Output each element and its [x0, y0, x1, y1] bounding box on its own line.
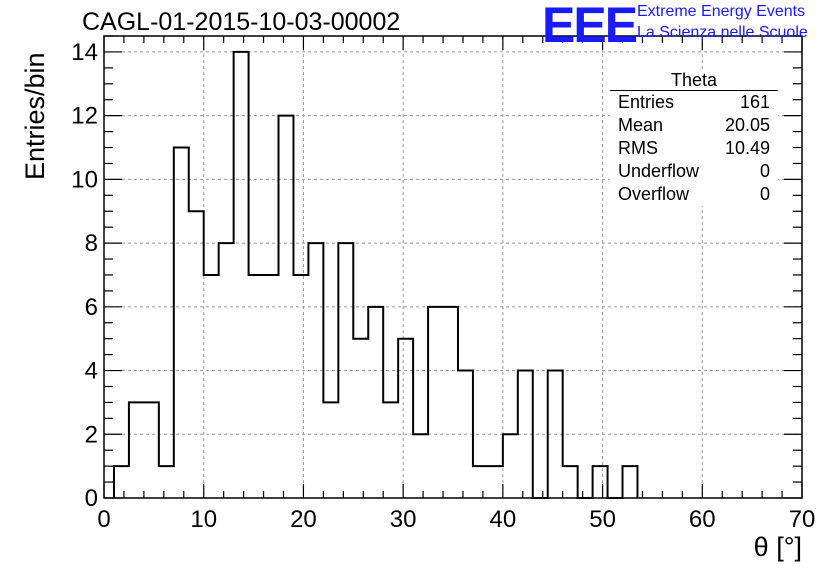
histogram-bin — [443, 307, 458, 498]
x-tick-label: 0 — [97, 506, 110, 533]
histogram-bin — [563, 466, 578, 498]
plot-frame — [103, 35, 803, 499]
histogram-bin — [114, 466, 129, 498]
y-tick-label: 0 — [85, 485, 98, 512]
stats-row-mean: Mean 20.05 — [610, 114, 778, 137]
histogram-bin — [413, 434, 428, 498]
histogram-bin — [249, 275, 264, 498]
histogram-bin — [174, 148, 189, 498]
stats-row-overflow: Overflow 0 — [610, 183, 778, 206]
x-tick-label: 40 — [490, 506, 517, 533]
stats-value: 0 — [759, 184, 770, 204]
histogram-bin — [234, 52, 249, 498]
logo-line-1: Extreme Energy Events — [637, 3, 806, 20]
logo-line-2: La Scienza nelle Scuole — [637, 24, 808, 41]
stats-label: Overflow — [618, 184, 690, 204]
histogram-bin — [189, 211, 204, 498]
eee-logo: EEE — [542, 0, 638, 53]
histogram-bin — [488, 466, 503, 498]
y-tick-label: 14 — [71, 39, 98, 66]
x-axis-label: θ [°] — [753, 532, 802, 562]
stats-value: 20.05 — [724, 115, 770, 135]
y-axis-label: Entries/bin — [20, 52, 50, 180]
stats-box: Theta Entries 161 Mean 20.05 RMS 10.49 Underfl… — [610, 70, 778, 206]
chart-title: CAGL-01-2015-10-03-00002 — [82, 8, 401, 36]
stats-title: Theta — [610, 70, 778, 91]
stats-row-entries: Entries 161 — [610, 91, 778, 114]
x-tick-label: 30 — [390, 506, 417, 533]
y-tick-label: 12 — [71, 103, 98, 130]
histogram-bin — [144, 402, 159, 498]
y-tick-label: 4 — [85, 358, 98, 385]
x-tick-label: 20 — [290, 506, 317, 533]
histogram-bin — [323, 402, 338, 498]
histogram-bin — [159, 466, 174, 498]
histogram-bin — [204, 275, 219, 498]
histogram-bin — [264, 275, 279, 498]
histogram-bin — [473, 466, 488, 498]
y-tick-label: 8 — [85, 230, 98, 257]
stats-value: 0 — [759, 161, 770, 181]
stats-label: Entries — [618, 92, 675, 112]
stats-value: 161 — [739, 92, 770, 112]
histogram-bin — [129, 402, 144, 498]
y-tick-label: 6 — [85, 294, 98, 321]
x-tick-label: 70 — [789, 506, 816, 533]
x-tick-label: 60 — [689, 506, 716, 533]
stats-row-underflow: Underflow 0 — [610, 160, 778, 183]
histogram-bin — [383, 402, 398, 498]
histogram-bin — [398, 339, 413, 498]
stats-label: Underflow — [618, 161, 700, 181]
histogram-bin — [503, 434, 518, 498]
histogram-bin — [593, 466, 608, 498]
histogram-bin — [623, 466, 638, 498]
histogram-bin — [353, 339, 368, 498]
x-tick-label: 10 — [190, 506, 217, 533]
histogram-outline — [112, 50, 639, 499]
stats-value: 10.49 — [724, 138, 770, 158]
stats-row-rms: RMS 10.49 — [610, 137, 778, 160]
histogram-bin — [368, 307, 383, 498]
y-tick-label: 2 — [85, 421, 98, 448]
histogram-bin — [428, 307, 443, 498]
y-tick-label: 10 — [71, 166, 98, 193]
stats-rows: Entries 161 Mean 20.05 RMS 10.49 Underflow 0 Ove… — [610, 91, 778, 206]
x-tick-label: 50 — [589, 506, 616, 533]
stats-label: RMS — [618, 138, 658, 158]
stats-label: Mean — [618, 115, 664, 135]
histogram-bin — [293, 275, 308, 498]
